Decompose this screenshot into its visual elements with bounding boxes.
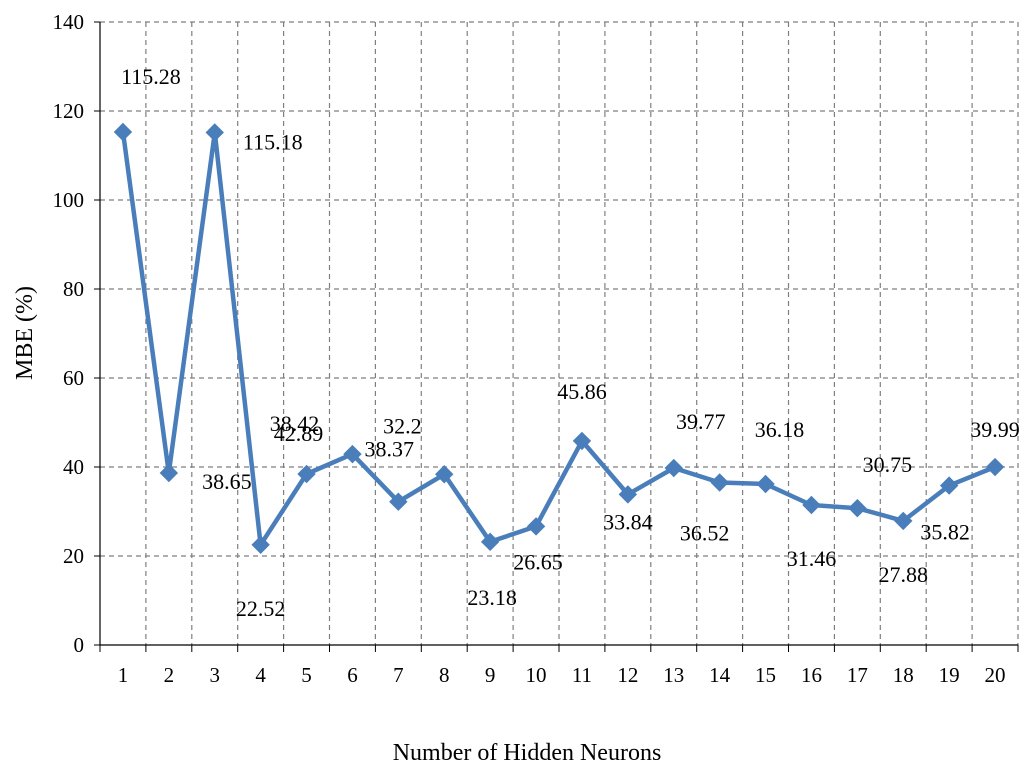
data-point (343, 444, 362, 464)
y-tick-labels: 0 20 40 60 80 100 120 140 (53, 10, 85, 657)
data-label: 31.46 (787, 546, 837, 571)
x-tick-label: 7 (393, 663, 404, 687)
data-point (848, 498, 867, 518)
y-tick-label: 140 (53, 10, 85, 34)
x-tick-label: 16 (801, 663, 822, 687)
y-tick-label: 120 (53, 99, 85, 123)
x-tick-label: 3 (210, 663, 221, 687)
y-tick-label: 20 (63, 544, 84, 568)
y-tick-label: 0 (74, 633, 85, 657)
grid (100, 21, 1019, 645)
x-tick-label: 4 (255, 663, 266, 687)
data-label: 33.84 (603, 509, 653, 534)
data-point (480, 532, 500, 552)
data-label: 22.52 (236, 596, 286, 621)
x-tick-labels: 1 2 3 4 5 6 7 8 9 10 11 12 13 14 15 16 17 18 19 20 (118, 663, 1006, 687)
x-tick-label: 9 (485, 663, 496, 687)
data-point (526, 517, 546, 536)
x-tick-label: 12 (617, 663, 638, 687)
data-point (985, 457, 1005, 477)
x-axis-title: Number of Hidden Neurons (393, 740, 662, 766)
y-tick-label: 60 (63, 366, 84, 390)
data-label: 39.99 (970, 417, 1020, 442)
x-tick-label: 8 (439, 663, 450, 687)
data-point (297, 464, 316, 484)
x-tick-label: 1 (118, 663, 129, 687)
x-tick-label: 18 (893, 663, 914, 687)
y-tick-label: 40 (63, 455, 84, 479)
y-axis-title: MBE (%) (12, 286, 38, 380)
x-tick-label: 5 (301, 663, 312, 687)
x-tick-label: 11 (572, 663, 592, 687)
x-tick-label: 6 (347, 663, 358, 687)
data-point (618, 485, 638, 504)
data-point (756, 474, 775, 494)
data-label: 38.37 (365, 436, 415, 461)
data-label: 36.18 (755, 417, 805, 442)
y-tick-label: 80 (63, 277, 84, 301)
data-label: 38.42 (270, 411, 320, 436)
data-label: 35.82 (920, 520, 970, 545)
data-label: 26.65 (513, 549, 563, 574)
x-tick-label: 14 (709, 663, 731, 687)
data-point (205, 123, 224, 142)
x-tick-label: 2 (164, 663, 175, 687)
data-label: 39.77 (676, 409, 726, 434)
data-point (664, 458, 683, 478)
data-label: 23.18 (467, 585, 517, 610)
data-point (435, 465, 454, 484)
x-tick-label: 17 (847, 663, 868, 687)
series (113, 122, 1005, 554)
data-point (389, 492, 408, 511)
data-point (939, 476, 959, 495)
data-label: 32.2 (383, 414, 422, 439)
axes (94, 21, 1019, 652)
y-tick-label: 100 (53, 188, 85, 212)
data-point (159, 463, 179, 483)
data-point (710, 473, 729, 492)
data-point (572, 431, 592, 451)
data-point (894, 511, 913, 531)
x-tick-label: 20 (985, 663, 1006, 687)
data-label: 30.75 (863, 452, 913, 477)
data-label: 115.28 (121, 64, 181, 89)
data-label: 115.18 (243, 129, 303, 154)
x-tick-label: 15 (755, 663, 776, 687)
data-label: 27.88 (879, 562, 929, 587)
data-point (113, 122, 133, 142)
x-tick-label: 10 (526, 663, 547, 687)
data-label: 38.65 (202, 469, 252, 494)
data-label: 45.86 (557, 379, 607, 404)
data-point (251, 535, 270, 554)
data-label: 42.89 (274, 421, 324, 446)
data-label: 36.52 (680, 520, 730, 545)
x-tick-label: 19 (939, 663, 960, 687)
data-point (802, 495, 821, 515)
x-tick-label: 13 (663, 663, 684, 687)
